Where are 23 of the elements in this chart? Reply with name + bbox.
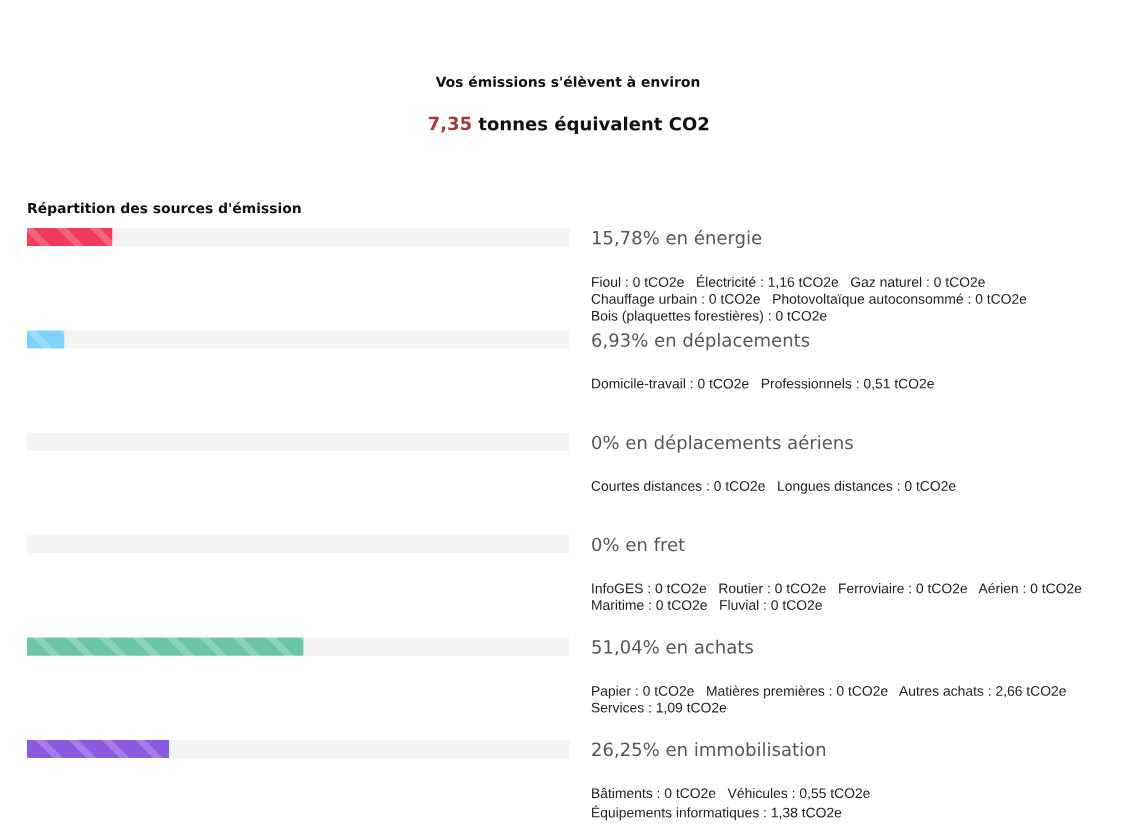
chart-title: Vos émissions s'élèvent à environ: [435, 75, 700, 88]
text: InfoGES : 0 tCO2e Routier : 0 tCO2e Ferroviaire : 0 tCO2e Aérien : 0 tCO2e Maritime : 0 tCO2e Fluvial : 0 tCO2e: [592, 582, 1082, 610]
bar: [169, 740, 569, 759]
bar: [27, 637, 304, 656]
y-tick-label: 6,93% en déplacements: [592, 332, 810, 351]
bar: [27, 740, 170, 759]
bar: [27, 227, 113, 247]
y-tick-label: 26,25% en immobilisation: [592, 742, 826, 758]
chart-subtitle: 7,35 tonnes équivalent CO2: [428, 115, 709, 135]
bar: [64, 330, 569, 349]
text: Domicile-travail : 0 tCO2e Professionnels : 0,51 tCO2e: [592, 378, 934, 391]
bar: [27, 330, 65, 349]
text: Bâtiments : 0 tCO2e Véhicules : 0,55 tCO2e Équipements informatiques : 1,38 tCO2e: [592, 787, 870, 821]
y-tick-label: 0% en déplacements aériens: [592, 434, 853, 453]
bar: [303, 637, 569, 656]
bar: [112, 227, 569, 247]
y-tick-label: 15,78% en énergie: [592, 229, 762, 248]
y-tick-label: 0% en fret: [592, 537, 685, 552]
text: Fioul : 0 tCO2e Électricité : 1,16 tCO2e Gaz naturel : 0 tCO2e Chauffage urbain : 0 tCO2e Photovoltaïque autoconsommé : 0 tCO2e Bois (plaquettes forestières) : 0 tCO2e: [591, 274, 1027, 324]
annotation: Répartition des sources d'émission: [28, 202, 301, 216]
y-tick-label: 51,04% en achats: [592, 639, 753, 656]
text: Courtes distances : 0 tCO2e Longues distances : 0 tCO2e: [591, 480, 956, 494]
text: Papier : 0 tCO2e Matières premières : 0 tCO2e Autres achats : 2,66 tCO2e Services : 1,09 tCO2e: [591, 685, 1066, 715]
